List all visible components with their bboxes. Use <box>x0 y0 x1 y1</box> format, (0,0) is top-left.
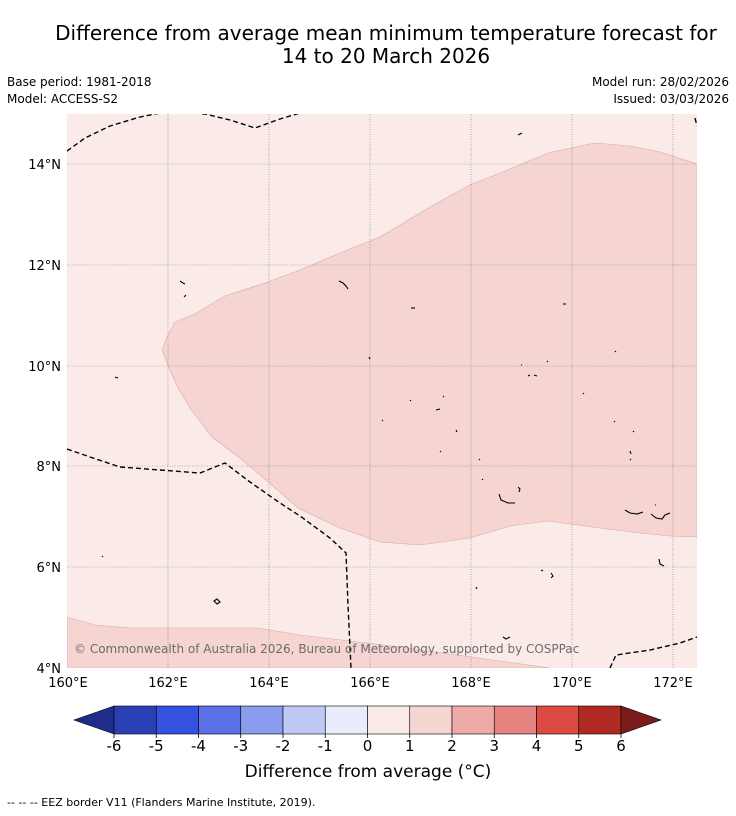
colorbar-extend-low <box>73 705 115 735</box>
colorbar-tick-label: 1 <box>405 737 415 755</box>
model-name: Model: ACCESS-S2 <box>7 92 119 106</box>
colorbar-title: Difference from average (°C) <box>244 762 492 782</box>
lat-labels: 14°N 12°N 10°N 8°N 6°N 4°N <box>28 158 61 677</box>
colorbar-segment <box>409 705 453 735</box>
lon-label-166e: 166°E <box>350 676 390 691</box>
footer-eez-note: -- -- -- EEZ border V11 (Flanders Marine… <box>7 796 316 809</box>
lat-label-12n: 12°N <box>28 259 61 274</box>
lon-label-172e: 172°E <box>653 676 693 691</box>
gridlines <box>67 114 697 668</box>
colorbar-segment <box>155 705 199 735</box>
islands <box>101 132 671 640</box>
colorbar-segment <box>451 705 495 735</box>
colorbar-segment <box>493 705 537 735</box>
lon-label-162e: 162°E <box>148 676 188 691</box>
colorbar-tick-label: -6 <box>107 737 122 755</box>
lon-label-168e: 168°E <box>451 676 491 691</box>
model-run: Model run: 28/02/2026 <box>591 75 729 89</box>
anomaly-region-1-2 <box>161 142 697 546</box>
eez-borders <box>67 114 697 668</box>
lat-label-8n: 8°N <box>37 460 62 475</box>
lat-label-10n: 10°N <box>28 360 61 375</box>
colorbar-tick-label: 3 <box>489 737 499 755</box>
colorbar-tick-label: -3 <box>233 737 248 755</box>
meta-left: Base period: 1981-2018 Model: ACCESS-S2 <box>7 74 152 108</box>
colorbar-tick-label: 6 <box>616 737 626 755</box>
colorbar-segment <box>578 705 622 735</box>
base-period: Base period: 1981-2018 <box>7 75 152 89</box>
lon-label-164e: 164°E <box>249 676 289 691</box>
colorbar-tick-label: -5 <box>149 737 164 755</box>
colorbar-segment <box>240 705 284 735</box>
colorbar-tick-label: 0 <box>363 737 373 755</box>
colorbar-segment <box>198 705 242 735</box>
colorbar-segment <box>536 705 580 735</box>
meta-right: Model run: 28/02/2026 Issued: 03/03/2026 <box>592 74 729 108</box>
lon-label-160e: 160°E <box>48 676 88 691</box>
colorbar-tick-label: 5 <box>574 737 584 755</box>
colorbar-tick-label: -2 <box>276 737 291 755</box>
lat-label-14n: 14°N <box>28 158 61 173</box>
colorbar-tick-label: 4 <box>532 737 542 755</box>
title-line-2: 14 to 20 March 2026 <box>281 44 491 68</box>
lon-labels: 160°E 162°E 164°E 166°E 168°E 170°E 172°… <box>48 676 693 691</box>
colorbar-segment <box>282 705 326 735</box>
lat-label-6n: 6°N <box>37 561 62 576</box>
lon-label-170e: 170°E <box>552 676 592 691</box>
colorbar-tick-label: 2 <box>447 737 457 755</box>
map-copyright: © Commonwealth of Australia 2026, Bureau… <box>74 642 579 656</box>
colorbar-segment <box>324 705 368 735</box>
colorbar-extend-high <box>620 705 662 735</box>
chart-title: Difference from average mean minimum tem… <box>0 22 736 68</box>
colorbar: -6 -5 -4 -3 -2 -1 0 1 2 3 4 5 6 <box>73 705 662 755</box>
colorbar-tick-label: -1 <box>318 737 333 755</box>
title-line-1: Difference from average mean minimum tem… <box>55 21 717 45</box>
colorbar-tick-label: -4 <box>191 737 206 755</box>
lat-label-4n: 4°N <box>37 662 62 677</box>
colorbar-segment <box>113 705 157 735</box>
colorbar-segment <box>367 705 411 735</box>
issued-date: Issued: 03/03/2026 <box>613 92 729 106</box>
